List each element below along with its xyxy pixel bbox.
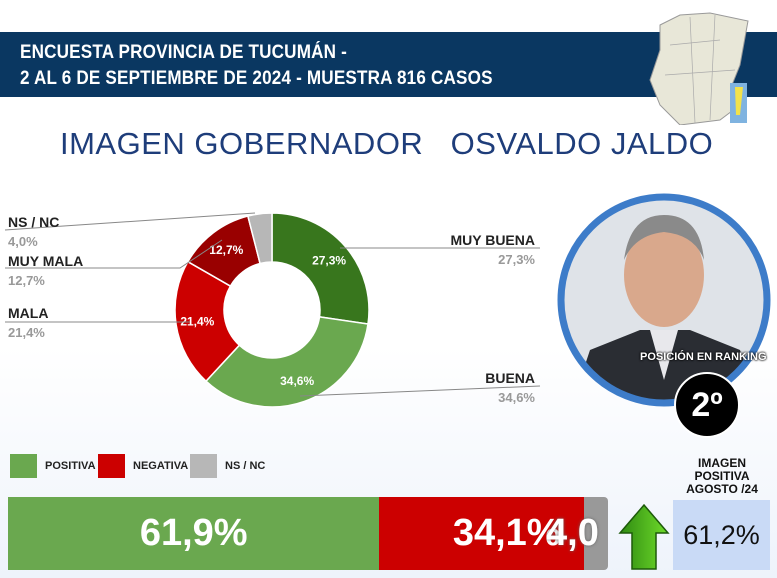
bar-value: 34,1%: [452, 512, 561, 554]
donut-data-label: 27,3%: [312, 254, 346, 268]
value-nsnc: 4,0%: [8, 234, 38, 249]
label-muy-buena: MUY BUENA: [450, 232, 535, 248]
legend-positiva: POSITIVA: [10, 454, 96, 478]
bar-segment-ns-nc: 4,0: [546, 497, 608, 570]
leader-line: [4, 212, 256, 231]
donut-data-label: 21,4%: [180, 314, 214, 328]
bar-segment-negativa: 34,1%: [379, 497, 584, 570]
value-muy-mala: 12,7%: [8, 273, 45, 288]
header-band: ENCUESTA PROVINCIA DE TUCUMÁN - 2 AL 6 D…: [0, 32, 777, 97]
donut-data-label: 12,7%: [209, 243, 243, 257]
header-line1: ENCUESTA PROVINCIA DE TUCUMÁN -: [20, 42, 348, 63]
arrow-up-icon: [618, 503, 670, 570]
label-nsnc: NS / NC: [8, 214, 60, 230]
label-mala: MALA: [8, 305, 49, 321]
bar-value: 4,0: [546, 512, 599, 554]
legend-negativa: NEGATIVA: [98, 454, 188, 478]
leader-line: [5, 239, 223, 269]
previous-label: IMAGEN POSITIVA AGOSTO /24: [686, 456, 758, 496]
tucuman-map-icon: [649, 12, 749, 125]
value-mala: 21,4%: [8, 325, 45, 340]
donut-slice-ns-nc: [246, 212, 273, 265]
ranking-label: POSICIÓN EN RANKING: [640, 351, 767, 363]
governor-photo: [557, 193, 771, 407]
header-line2: 2 AL 6 DE SEPTIEMBRE DE 2024 - MUESTRA 8…: [20, 68, 493, 89]
bar-value: 61,9%: [139, 512, 248, 554]
leader-line: [299, 385, 541, 397]
label-muy-mala: MUY MALA: [8, 253, 84, 269]
value-muy-buena: 27,3%: [498, 252, 535, 267]
page-title: IMAGEN GOBERNADOR OSVALDO JALDO: [60, 126, 714, 161]
value-buena: 34,6%: [498, 390, 535, 405]
donut-slice-buena: [204, 316, 369, 408]
donut-chart: 27,3% 34,6% 21,4% 12,7%: [4, 212, 541, 408]
donut-data-label: 34,6%: [280, 374, 314, 388]
ranking-badge: 2º: [674, 372, 740, 438]
legend-nsnc: NS / NC: [190, 454, 265, 478]
label-buena: BUENA: [485, 370, 535, 386]
bar-segment-positiva: 61,9%: [8, 497, 380, 570]
previous-value: 61,2%: [673, 500, 770, 570]
donut-slice-muy-buena: [271, 212, 370, 325]
